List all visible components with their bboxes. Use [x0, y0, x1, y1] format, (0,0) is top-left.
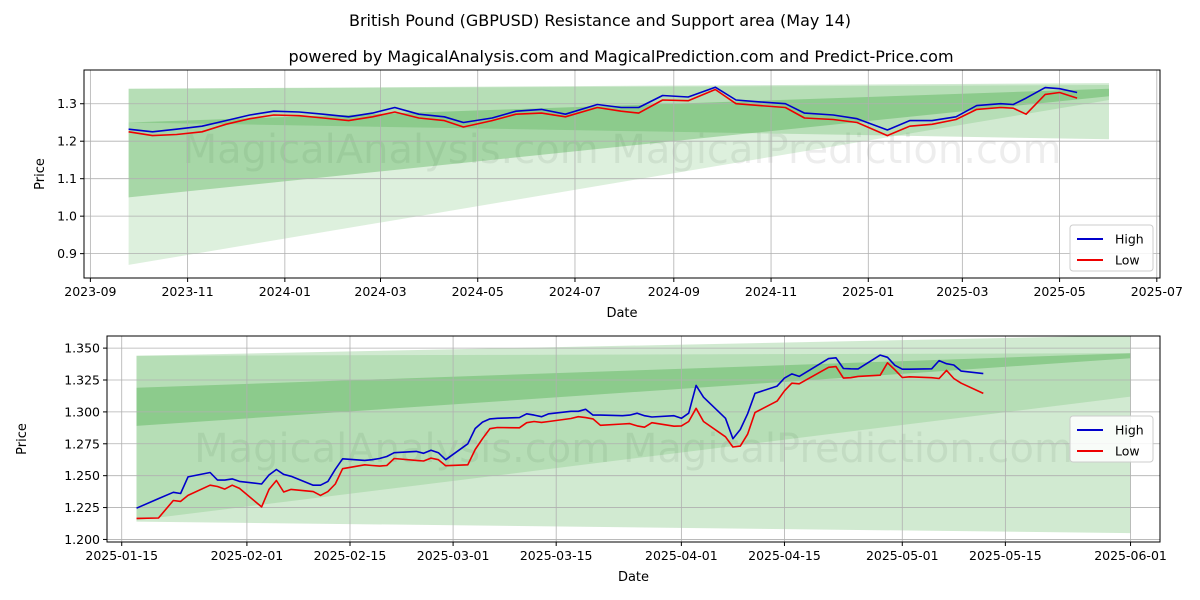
- y-tick-label: 0.9: [57, 246, 77, 261]
- series-lines: [128, 86, 1078, 137]
- legend: High Low: [1069, 415, 1154, 463]
- watermark-text: MagicalAnalysis.com MagicalPrediction.co…: [183, 127, 1062, 173]
- x-axis-label: Date: [618, 570, 649, 585]
- gridlines: [84, 70, 1160, 278]
- legend-label-low: Low: [1115, 444, 1140, 459]
- x-tick-label: 2025-02-15: [314, 548, 387, 563]
- legend-label-high: High: [1115, 232, 1144, 247]
- y-tick-label: 1.275: [64, 436, 100, 451]
- x-tick-label: 2025-01: [842, 284, 894, 299]
- x-tick-label: 2024-01: [259, 284, 311, 299]
- support-resistance-bands: [136, 336, 1131, 534]
- x-tick-label: 2025-07: [1131, 284, 1183, 299]
- x-tick-label: 2024-11: [745, 284, 797, 299]
- y-tick-label: 1.225: [64, 500, 100, 515]
- x-tick-label: 2025-03-15: [520, 548, 593, 563]
- x-tick-label: 2025-05: [1033, 284, 1085, 299]
- gridlines: [107, 336, 1160, 542]
- x-tick-label: 2025-04-01: [645, 548, 718, 563]
- legend: High Low: [1069, 224, 1154, 272]
- x-tick-label: 2025-03-01: [417, 548, 490, 563]
- band-area-3: [136, 353, 1131, 521]
- series-line-low: [128, 88, 1078, 137]
- x-tick-label: 2023-09: [64, 284, 116, 299]
- x-tick-label: 2024-07: [549, 284, 601, 299]
- plot-frame: [106, 335, 1161, 543]
- legend-label-high: High: [1115, 423, 1144, 438]
- y-tick-label: 1.325: [64, 373, 100, 388]
- y-tick-label: 1.2: [57, 134, 77, 149]
- top-chart-panel: MagicalAnalysis.com MagicalPrediction.co…: [33, 69, 1183, 321]
- y-tick-label: 1.300: [64, 404, 100, 419]
- x-tick-label: 2024-05: [452, 284, 504, 299]
- y-tick-label: 1.0: [57, 209, 77, 224]
- y-tick-label: 1.1: [57, 171, 77, 186]
- series-line-low: [136, 361, 984, 520]
- x-tick-label: 2023-11: [161, 284, 213, 299]
- x-tick-label: 2025-04-15: [748, 548, 821, 563]
- bottom-chart-panel: MagicalAnalysis.com MagicalPrediction.co…: [15, 335, 1167, 585]
- x-tick-label: 2025-01-15: [85, 548, 158, 563]
- series-line-high: [136, 354, 984, 509]
- chart-subtitle: powered by MagicalAnalysis.com and Magic…: [288, 47, 953, 66]
- x-tick-label: 2025-05-15: [969, 548, 1042, 563]
- x-tick-label: 2025-02-01: [211, 548, 284, 563]
- series-lines: [136, 354, 984, 520]
- band-area-1: [136, 336, 1131, 534]
- band-area-3: [128, 85, 1110, 265]
- x-tick-label: 2025-03: [936, 284, 988, 299]
- y-tick-label: 1.200: [64, 532, 100, 547]
- y-axis-label: Price: [15, 423, 30, 455]
- x-axis-label: Date: [606, 306, 637, 321]
- series-line-high: [128, 86, 1078, 133]
- y-tick-label: 1.250: [64, 468, 100, 483]
- chart-title: British Pound (GBPUSD) Resistance and Su…: [349, 11, 851, 30]
- plot-frame: [83, 69, 1161, 279]
- x-tick-label: 2024-09: [648, 284, 700, 299]
- watermark-text: MagicalAnalysis.com MagicalPrediction.co…: [194, 426, 1073, 472]
- x-tick-label: 2024-03: [354, 284, 406, 299]
- x-tick-label: 2025-05-01: [866, 548, 939, 563]
- y-axis-label: Price: [33, 158, 48, 190]
- legend-label-low: Low: [1115, 253, 1140, 268]
- x-tick-label: 2025-06-01: [1094, 548, 1167, 563]
- y-tick-label: 1.350: [64, 341, 100, 356]
- y-tick-label: 1.3: [57, 96, 77, 111]
